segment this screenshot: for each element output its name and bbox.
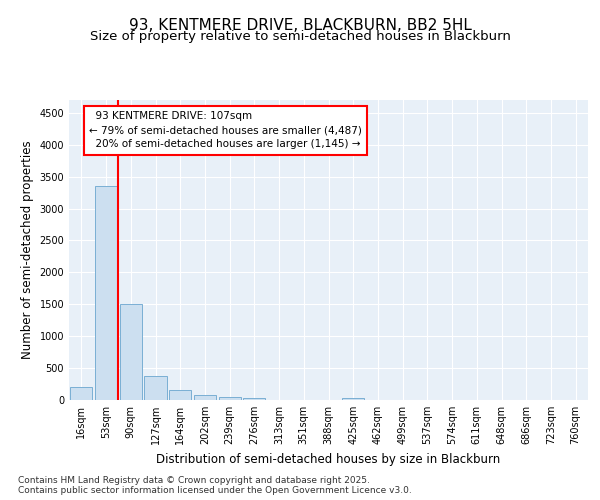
Bar xyxy=(342,398,364,400)
Bar xyxy=(218,397,241,400)
X-axis label: Distribution of semi-detached houses by size in Blackburn: Distribution of semi-detached houses by … xyxy=(157,452,500,466)
Text: 93, KENTMERE DRIVE, BLACKBURN, BB2 5HL: 93, KENTMERE DRIVE, BLACKBURN, BB2 5HL xyxy=(128,18,472,32)
Bar xyxy=(145,376,167,400)
Bar xyxy=(95,186,117,400)
Bar xyxy=(243,398,265,400)
Y-axis label: Number of semi-detached properties: Number of semi-detached properties xyxy=(21,140,34,360)
Text: Size of property relative to semi-detached houses in Blackburn: Size of property relative to semi-detach… xyxy=(89,30,511,43)
Bar xyxy=(169,390,191,400)
Text: Contains HM Land Registry data © Crown copyright and database right 2025.
Contai: Contains HM Land Registry data © Crown c… xyxy=(18,476,412,495)
Bar xyxy=(119,304,142,400)
Bar xyxy=(194,395,216,400)
Bar xyxy=(70,387,92,400)
Text: 93 KENTMERE DRIVE: 107sqm  
← 79% of semi-detached houses are smaller (4,487)
  : 93 KENTMERE DRIVE: 107sqm ← 79% of semi-… xyxy=(89,112,362,150)
